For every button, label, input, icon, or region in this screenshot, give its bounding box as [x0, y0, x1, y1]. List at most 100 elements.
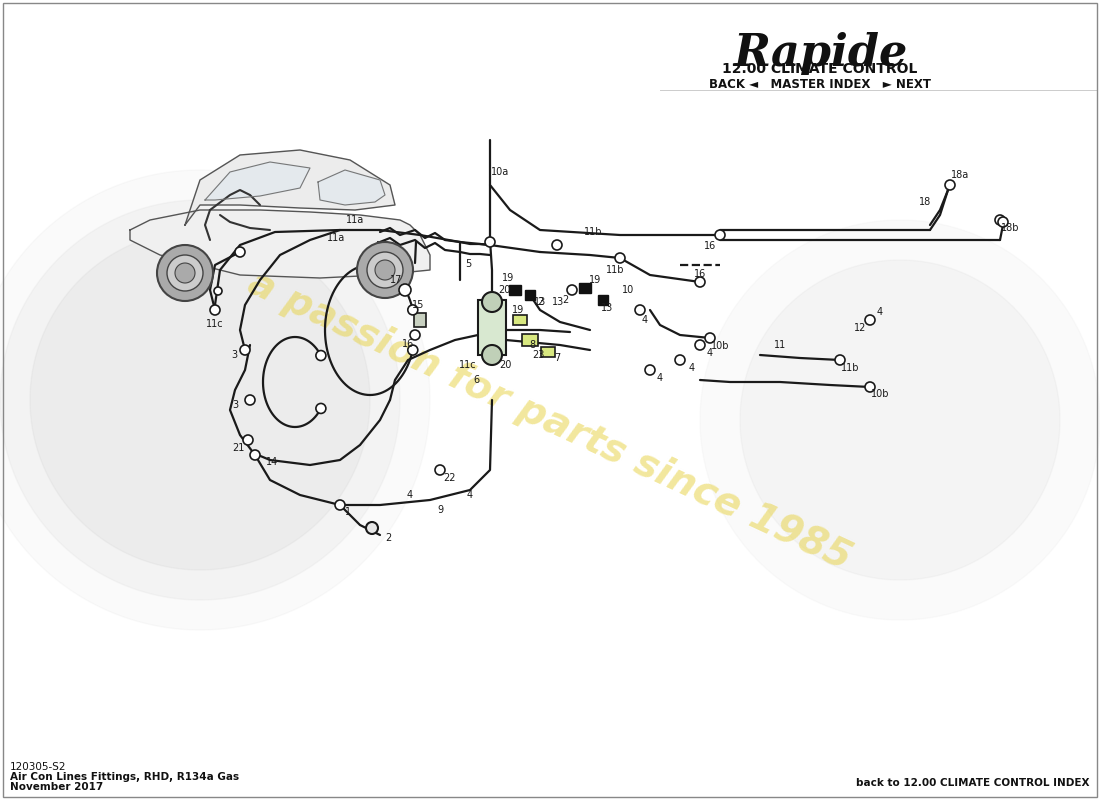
Circle shape	[865, 382, 874, 392]
Text: 120305-S2: 120305-S2	[10, 762, 66, 772]
Text: 4: 4	[466, 490, 473, 500]
Text: 19: 19	[512, 305, 524, 315]
Bar	[598, 295, 608, 305]
Text: 4: 4	[657, 373, 663, 383]
Circle shape	[482, 292, 502, 312]
Text: 17: 17	[389, 275, 403, 285]
Text: 15: 15	[411, 300, 425, 310]
Circle shape	[235, 247, 245, 257]
Text: 11a: 11a	[345, 215, 364, 225]
Text: 10b: 10b	[871, 389, 889, 399]
Polygon shape	[205, 162, 310, 200]
Circle shape	[715, 230, 725, 240]
Circle shape	[865, 315, 874, 325]
Text: 23: 23	[531, 350, 544, 360]
Text: 11c: 11c	[459, 360, 476, 370]
Polygon shape	[700, 220, 1100, 620]
Text: 13: 13	[601, 303, 613, 313]
Text: 11b: 11b	[584, 227, 603, 237]
Circle shape	[945, 180, 955, 190]
Circle shape	[250, 450, 260, 460]
Text: 20: 20	[498, 360, 512, 370]
Circle shape	[175, 263, 195, 283]
Circle shape	[645, 365, 654, 375]
Circle shape	[410, 330, 420, 340]
Text: 11: 11	[774, 340, 786, 350]
Text: 19: 19	[588, 275, 601, 285]
Circle shape	[566, 285, 578, 295]
Circle shape	[243, 435, 253, 445]
Text: 10a: 10a	[491, 167, 509, 177]
Text: 16: 16	[704, 241, 716, 251]
Text: back to 12.00 CLIMATE CONTROL INDEX: back to 12.00 CLIMATE CONTROL INDEX	[857, 778, 1090, 788]
Text: 9: 9	[437, 505, 443, 515]
Bar	[513, 315, 527, 325]
Text: 22: 22	[443, 473, 456, 483]
Text: 13: 13	[552, 297, 564, 307]
Bar	[541, 347, 556, 357]
Text: 4: 4	[877, 307, 883, 317]
Bar	[478, 300, 506, 355]
Circle shape	[434, 465, 446, 475]
Circle shape	[358, 242, 412, 298]
Circle shape	[705, 333, 715, 343]
Text: 2: 2	[537, 297, 543, 307]
Polygon shape	[30, 230, 370, 570]
Circle shape	[316, 403, 326, 414]
Circle shape	[214, 287, 222, 295]
Circle shape	[635, 305, 645, 315]
Bar	[522, 334, 538, 346]
Circle shape	[316, 350, 326, 361]
Text: 1: 1	[345, 507, 351, 517]
Circle shape	[996, 215, 1005, 225]
Circle shape	[998, 217, 1008, 227]
Polygon shape	[0, 170, 430, 630]
Text: 4: 4	[642, 315, 648, 325]
Circle shape	[336, 500, 345, 510]
Circle shape	[695, 340, 705, 350]
Circle shape	[167, 255, 204, 291]
Text: 11c: 11c	[206, 319, 223, 329]
Circle shape	[367, 252, 403, 288]
Text: 11b: 11b	[606, 265, 625, 275]
Text: 16: 16	[402, 339, 414, 349]
Text: 8: 8	[529, 340, 535, 350]
Circle shape	[695, 277, 705, 287]
Polygon shape	[130, 210, 430, 278]
Circle shape	[157, 245, 213, 301]
Text: 12.00 CLIMATE CONTROL: 12.00 CLIMATE CONTROL	[723, 62, 917, 76]
Circle shape	[366, 522, 378, 534]
Circle shape	[485, 237, 495, 247]
Text: 5: 5	[465, 259, 471, 269]
Text: a passion for parts since 1985: a passion for parts since 1985	[242, 263, 858, 577]
Circle shape	[240, 345, 250, 355]
Circle shape	[615, 253, 625, 263]
Text: 11a: 11a	[327, 233, 345, 243]
Text: 18a: 18a	[950, 170, 969, 180]
Text: 6: 6	[473, 375, 480, 385]
Text: 2: 2	[385, 533, 392, 543]
Bar	[579, 283, 591, 293]
Text: 10b: 10b	[711, 341, 729, 351]
Text: 21: 21	[232, 443, 244, 453]
Circle shape	[408, 345, 418, 355]
Text: Rapide: Rapide	[733, 32, 908, 75]
Text: Air Con Lines Fittings, RHD, R134a Gas: Air Con Lines Fittings, RHD, R134a Gas	[10, 772, 239, 782]
Bar	[525, 290, 535, 300]
Circle shape	[245, 395, 255, 405]
Text: 2: 2	[562, 295, 568, 305]
Bar	[414, 313, 426, 327]
Text: 18b: 18b	[1001, 223, 1020, 233]
Polygon shape	[0, 200, 400, 600]
Text: 20: 20	[498, 285, 510, 295]
Circle shape	[399, 284, 411, 296]
Circle shape	[375, 260, 395, 280]
Circle shape	[482, 345, 502, 365]
Text: 11b: 11b	[840, 363, 859, 373]
Circle shape	[408, 305, 418, 315]
Text: 4: 4	[407, 490, 414, 500]
Text: BACK ◄   MASTER INDEX   ► NEXT: BACK ◄ MASTER INDEX ► NEXT	[710, 78, 931, 91]
Text: 3: 3	[231, 350, 238, 360]
Text: 19: 19	[502, 273, 514, 283]
Polygon shape	[318, 170, 385, 205]
